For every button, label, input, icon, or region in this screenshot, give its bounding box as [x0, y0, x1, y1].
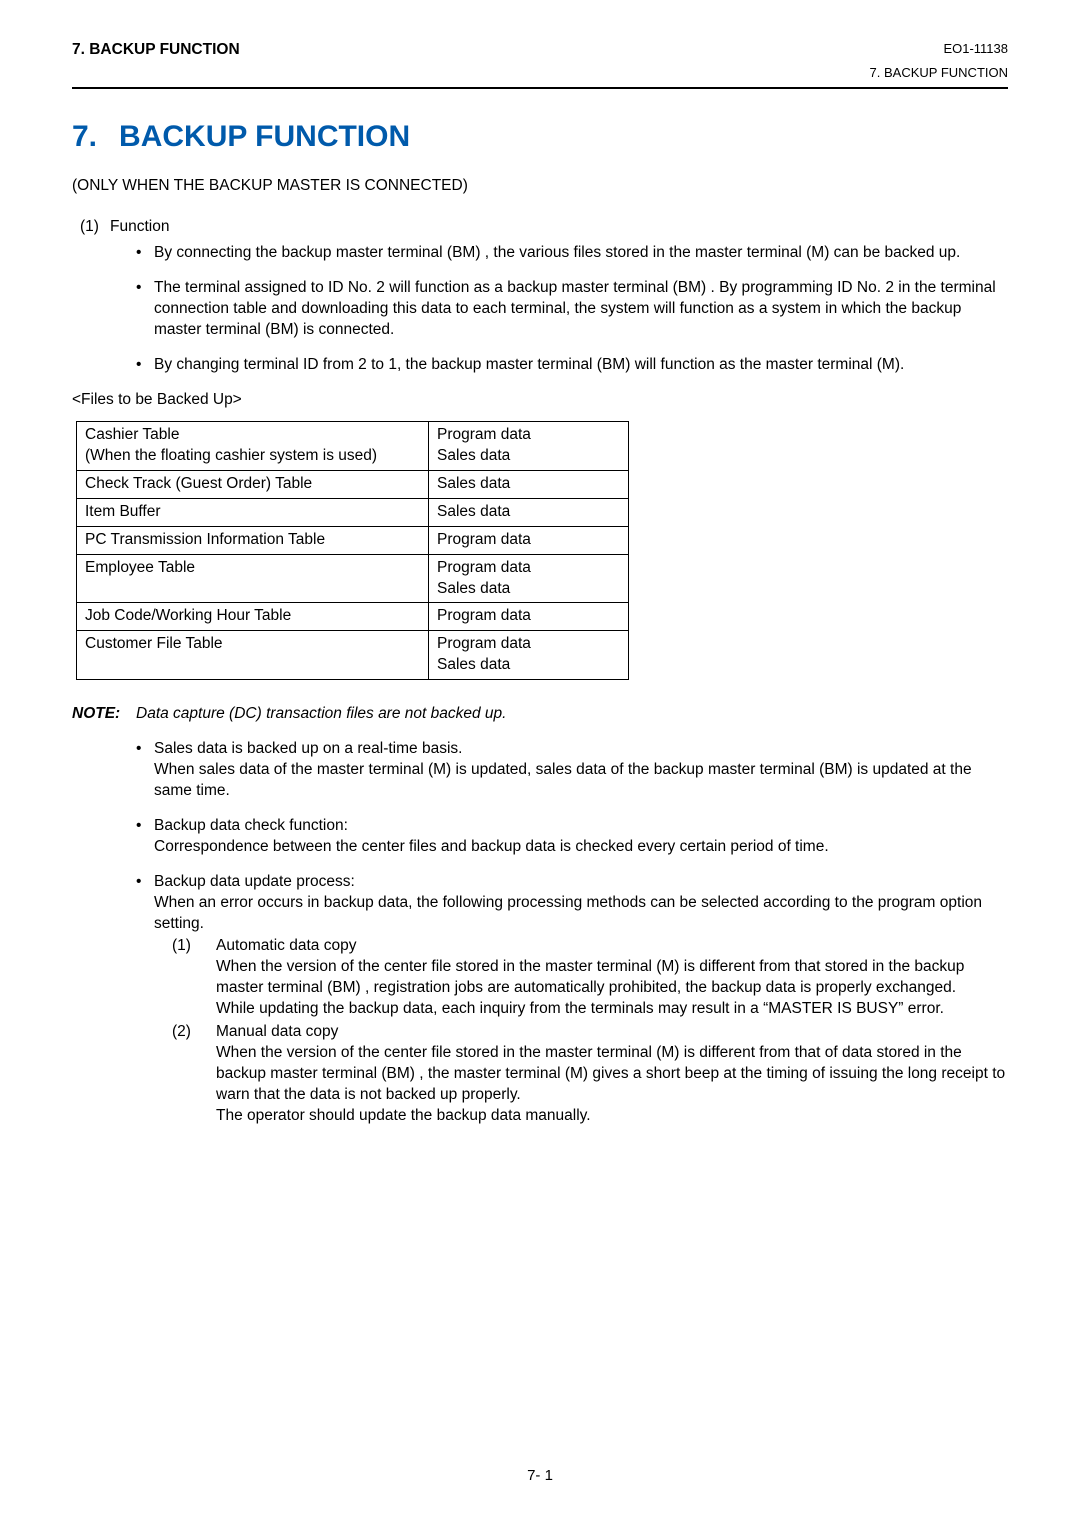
- bullet-line: Correspondence between the center files …: [154, 838, 829, 855]
- numbered-num: (1): [172, 936, 216, 1020]
- page-header: 7. BACKUP FUNCTION EO1-11138 7. BACKUP F…: [72, 40, 1008, 81]
- header-code: EO1-11138: [870, 40, 1008, 58]
- numbered-body: Automatic data copy When the version of …: [216, 936, 1008, 1020]
- numbered-title: Automatic data copy: [216, 937, 356, 954]
- table-cell: Customer File Table: [77, 631, 429, 680]
- bullet-item: • Backup data update process: When an er…: [136, 872, 1008, 1127]
- bullet-dot: •: [136, 278, 154, 341]
- table-row: PC Transmission Information Table Progra…: [77, 526, 629, 554]
- table-cell: Job Code/Working Hour Table: [77, 603, 429, 631]
- table-row: Check Track (Guest Order) Table Sales da…: [77, 470, 629, 498]
- title-number: 7.: [72, 117, 97, 158]
- table-cell: Program dataSales data: [429, 421, 629, 470]
- numbered-body: Manual data copy When the version of the…: [216, 1022, 1008, 1127]
- table-cell: Employee Table: [77, 554, 429, 603]
- section-1-bullets: • By connecting the backup master termin…: [136, 243, 1008, 376]
- table-cell: Program data: [429, 603, 629, 631]
- numbered-text: When the version of the center file stor…: [216, 958, 964, 1017]
- table-row: Employee Table Program dataSales data: [77, 554, 629, 603]
- bullet-text: Backup data update process: When an erro…: [154, 872, 1008, 1127]
- page-number: 7- 1: [0, 1466, 1080, 1486]
- files-table: Cashier Table(When the floating cashier …: [76, 421, 629, 680]
- note-label: NOTE:: [72, 704, 136, 725]
- bullet-item: • Sales data is backed up on a real-time…: [136, 739, 1008, 802]
- note-bullets: • Sales data is backed up on a real-time…: [136, 739, 1008, 1127]
- bullet-line: When an error occurs in backup data, the…: [154, 894, 982, 932]
- table-cell: Cashier Table(When the floating cashier …: [77, 421, 429, 470]
- note-text: Data capture (DC) transaction files are …: [136, 704, 1008, 725]
- table-cell: Program data: [429, 526, 629, 554]
- table-row: Job Code/Working Hour Table Program data: [77, 603, 629, 631]
- table-cell: Item Buffer: [77, 498, 429, 526]
- table-cell: Program dataSales data: [429, 631, 629, 680]
- header-right: EO1-11138 7. BACKUP FUNCTION: [870, 40, 1008, 81]
- numbered-num: (2): [172, 1022, 216, 1127]
- bullet-line: Backup data update process:: [154, 873, 355, 890]
- numbered-title: Manual data copy: [216, 1023, 338, 1040]
- files-label: <Files to be Backed Up>: [72, 390, 1008, 411]
- table-row: Cashier Table(When the floating cashier …: [77, 421, 629, 470]
- bullet-dot: •: [136, 872, 154, 1127]
- bullet-text: By changing terminal ID from 2 to 1, the…: [154, 355, 1008, 376]
- section-1-num: (1): [80, 217, 110, 238]
- subtitle: (ONLY WHEN THE BACKUP MASTER IS CONNECTE…: [72, 176, 1008, 197]
- title-text: BACKUP FUNCTION: [119, 120, 410, 153]
- bullet-item: • By connecting the backup master termin…: [136, 243, 1008, 264]
- bullet-line: When sales data of the master terminal (…: [154, 761, 972, 799]
- numbered-list: (1) Automatic data copy When the version…: [172, 936, 1008, 1126]
- bullet-line: Sales data is backed up on a real-time b…: [154, 740, 462, 757]
- header-left: 7. BACKUP FUNCTION: [72, 40, 240, 61]
- numbered-text: When the version of the center file stor…: [216, 1044, 1005, 1124]
- bullet-dot: •: [136, 355, 154, 376]
- table-cell: Sales data: [429, 498, 629, 526]
- numbered-item: (2) Manual data copy When the version of…: [172, 1022, 1008, 1127]
- bullet-dot: •: [136, 243, 154, 264]
- bullet-text: The terminal assigned to ID No. 2 will f…: [154, 278, 1008, 341]
- table-cell: Program dataSales data: [429, 554, 629, 603]
- table-cell: Sales data: [429, 470, 629, 498]
- bullet-line: Backup data check function:: [154, 817, 348, 834]
- header-sub: 7. BACKUP FUNCTION: [870, 64, 1008, 82]
- section-1-text: Function: [110, 218, 169, 235]
- bullet-dot: •: [136, 739, 154, 802]
- bullet-text: Sales data is backed up on a real-time b…: [154, 739, 1008, 802]
- table-cell: PC Transmission Information Table: [77, 526, 429, 554]
- bullet-text: Backup data check function: Corresponden…: [154, 816, 1008, 858]
- table-row: Item Buffer Sales data: [77, 498, 629, 526]
- bullet-item: • The terminal assigned to ID No. 2 will…: [136, 278, 1008, 341]
- table-cell: Check Track (Guest Order) Table: [77, 470, 429, 498]
- bullet-dot: •: [136, 816, 154, 858]
- header-rule: [72, 87, 1008, 89]
- numbered-item: (1) Automatic data copy When the version…: [172, 936, 1008, 1020]
- section-1-label: (1)Function: [80, 217, 1008, 238]
- bullet-item: • Backup data check function: Correspond…: [136, 816, 1008, 858]
- note-row: NOTE: Data capture (DC) transaction file…: [72, 704, 1008, 725]
- page-title: 7. BACKUP FUNCTION: [72, 117, 1008, 158]
- bullet-text: By connecting the backup master terminal…: [154, 243, 1008, 264]
- bullet-item: • By changing terminal ID from 2 to 1, t…: [136, 355, 1008, 376]
- table-row: Customer File Table Program dataSales da…: [77, 631, 629, 680]
